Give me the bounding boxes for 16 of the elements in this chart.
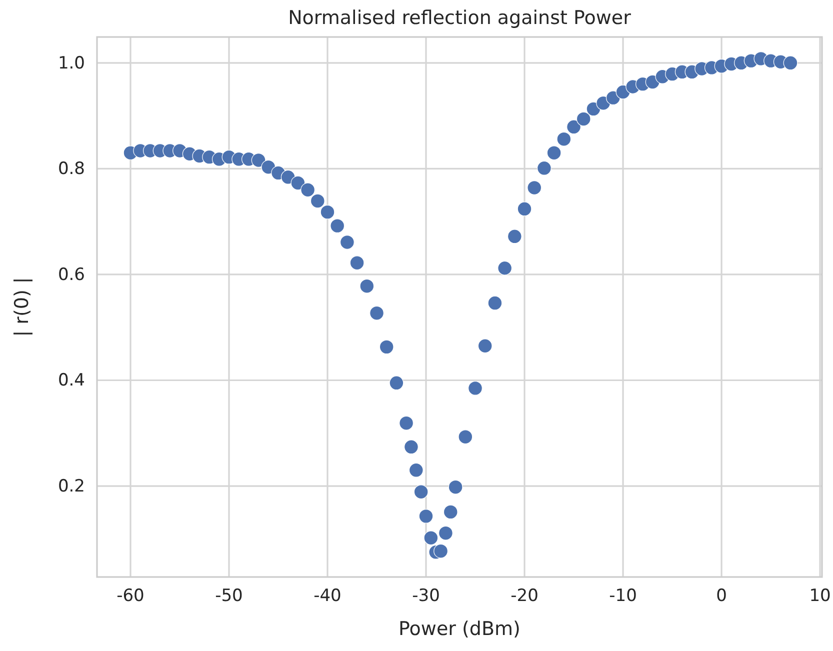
x-tick-label: -50 <box>215 586 243 606</box>
chart-title: Normalised reflection against Power <box>288 7 632 29</box>
y-tick-label: 0.6 <box>58 264 85 285</box>
x-tick-label: -60 <box>116 586 144 606</box>
x-tick-label: 0 <box>716 586 727 606</box>
x-tick-label: -30 <box>412 586 440 606</box>
y-tick-label: 1.0 <box>58 53 85 74</box>
x-tick-label: 10 <box>809 586 831 606</box>
x-tick-label: -20 <box>510 586 538 606</box>
y-tick-label: 0.4 <box>58 370 85 391</box>
x-axis-title: Power (dBm) <box>398 618 520 640</box>
y-tick-label: 0.8 <box>58 159 85 180</box>
x-tick-label: -10 <box>609 586 637 606</box>
y-axis-title: | r(0) | <box>11 277 33 337</box>
y-tick-label: 0.2 <box>58 476 85 496</box>
x-tick-label: -40 <box>314 586 342 606</box>
